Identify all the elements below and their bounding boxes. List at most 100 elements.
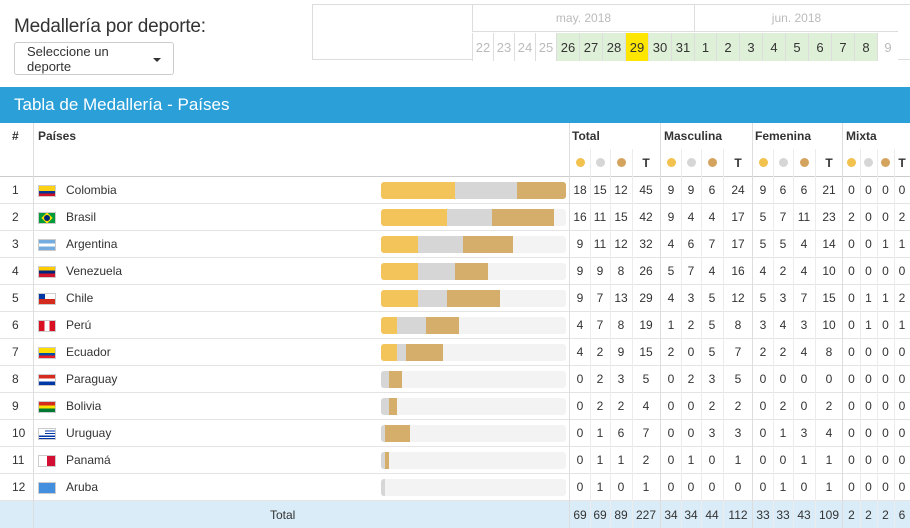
medal-bar-bronze [426, 317, 460, 334]
country-name[interactable]: Perú [66, 318, 92, 332]
calendar-day[interactable]: 26 [556, 33, 579, 61]
calendar-day[interactable]: 9 [877, 33, 898, 61]
total-value: 1 [596, 426, 604, 440]
total-value: 1 [642, 480, 650, 494]
gold-medal-icon [575, 158, 585, 167]
total-value: 9 [617, 345, 625, 359]
country-name[interactable]: Paraguay [66, 372, 118, 386]
calendar-day[interactable]: 27 [579, 33, 602, 61]
col-country-header: Países [38, 129, 77, 143]
medal-bar-gold [381, 290, 418, 307]
table-row[interactable]: 8 Paraguay 0 2 3 5 0 2 3 5 0 0 0 0 0 0 0 0 [0, 366, 910, 393]
total-value: 18 [573, 183, 587, 197]
female-value: 0 [759, 453, 767, 467]
table-row[interactable]: 3 Argentina 9 11 12 32 4 6 7 17 5 5 4 14 0 0 1 1 [0, 231, 910, 258]
total-value: 1 [617, 453, 625, 467]
female-value: 0 [800, 372, 808, 386]
calendar-day[interactable]: 1 [694, 33, 716, 61]
medal-bar-silver [418, 263, 455, 280]
cell-divider [681, 149, 682, 528]
calendar-day: 24 [514, 33, 535, 61]
calendar-day[interactable]: 7 [831, 33, 854, 61]
medal-bar-silver [397, 317, 427, 334]
medal-bar [381, 290, 566, 307]
cell-divider [877, 149, 878, 528]
country-name[interactable]: Argentina [66, 237, 118, 251]
gold-medal-icon [753, 149, 773, 176]
calendar-day[interactable]: 28 [602, 33, 625, 61]
total-value: 0 [576, 399, 584, 413]
country-name[interactable]: Aruba [66, 480, 99, 494]
table-row[interactable]: 9 Bolivia 0 2 2 4 0 0 2 2 0 2 0 2 0 0 0 0 [0, 393, 910, 420]
mixed-value: 0 [882, 183, 889, 197]
male-value: 24 [731, 183, 745, 197]
country-name[interactable]: Panamá [66, 453, 111, 467]
mixed-value: 0 [898, 345, 906, 359]
female-value: 2 [759, 345, 767, 359]
sport-select-dropdown[interactable]: Seleccione un deporte [14, 42, 174, 75]
flag-py-icon [38, 374, 56, 386]
table-row[interactable]: 11 Panamá 0 1 1 2 0 1 0 1 0 0 1 1 0 0 0 0 [0, 447, 910, 474]
country-name[interactable]: Ecuador [66, 345, 111, 359]
female-value: 5 [759, 210, 767, 224]
mixed-value: 0 [898, 480, 906, 494]
female-value: 2 [825, 399, 833, 413]
mixed-value: 0 [882, 345, 889, 359]
silver-medal-icon [864, 158, 873, 167]
bronze-medal-icon [610, 149, 632, 176]
female-value: 0 [800, 399, 808, 413]
calendar-day[interactable]: 6 [808, 33, 831, 61]
cell-divider [815, 149, 816, 528]
mixed-value: 2 [848, 210, 855, 224]
calendar-day[interactable]: 30 [648, 33, 671, 61]
calendar-day[interactable]: 3 [739, 33, 762, 61]
table-row[interactable]: 12 Aruba 0 1 0 1 0 0 0 0 0 1 0 1 0 0 0 0 [0, 474, 910, 501]
male-value: 1 [734, 453, 742, 467]
bronze-medal-icon [707, 158, 717, 167]
medal-bar [381, 344, 566, 361]
table-row[interactable]: 1 Colombia 18 15 12 45 9 9 6 24 9 6 6 21 0 0 0 0 [0, 177, 910, 204]
country-name[interactable]: Colombia [66, 183, 117, 197]
female-value: 2 [779, 399, 787, 413]
table-row[interactable]: 6 Perú 4 7 8 19 1 2 5 8 3 4 3 10 0 1 0 1 [0, 312, 910, 339]
table-row[interactable]: 5 Chile 9 7 13 29 4 3 5 12 5 3 7 15 0 1 1 2 [0, 285, 910, 312]
mixed-value: 0 [865, 453, 872, 467]
male-value: 0 [667, 372, 675, 386]
mixed-value: 0 [898, 372, 906, 386]
female-value: 8 [825, 345, 833, 359]
table-row[interactable]: 4 Venezuela 9 9 8 26 5 7 4 16 4 2 4 10 0 0 0 0 [0, 258, 910, 285]
medal-bar-gold [381, 209, 447, 226]
country-name[interactable]: Chile [66, 291, 94, 305]
country-name[interactable]: Bolivia [66, 399, 102, 413]
mixed-value: 0 [898, 426, 906, 440]
table-row[interactable]: 7 Ecuador 4 2 9 15 2 0 5 7 2 2 4 8 0 0 0 0 [0, 339, 910, 366]
table-row[interactable]: 10 Uruguay 0 1 6 7 0 0 3 3 0 1 3 4 0 0 0 0 [0, 420, 910, 447]
male-value: 0 [667, 399, 675, 413]
calendar-day[interactable]: 31 [671, 33, 694, 61]
country-name[interactable]: Brasil [66, 210, 97, 224]
female-value: 1 [825, 453, 833, 467]
mixed-value: 0 [848, 426, 855, 440]
table-row[interactable]: 2 Brasil 16 11 15 42 9 4 4 17 5 7 11 23 2 0 0 2 [0, 204, 910, 231]
country-name[interactable]: Uruguay [66, 426, 112, 440]
flag-ar-icon [38, 239, 56, 251]
mixed-value: 1 [898, 318, 906, 332]
calendar-day[interactable]: 4 [762, 33, 785, 61]
calendar-day[interactable]: 5 [785, 33, 808, 61]
male-total-value: 112 [728, 508, 748, 522]
mixed-value: 0 [898, 183, 906, 197]
mixed-value: 1 [865, 291, 872, 305]
calendar-day[interactable]: 2 [716, 33, 739, 61]
calendar-day[interactable]: 8 [854, 33, 877, 61]
medal-bar-bronze [463, 236, 513, 253]
silver-medal-icon [778, 158, 788, 167]
total-value: 4 [576, 345, 584, 359]
country-name[interactable]: Venezuela [66, 264, 123, 278]
cell-divider [701, 149, 702, 528]
male-value: 0 [708, 453, 716, 467]
calendar-day[interactable]: 29 [625, 33, 648, 61]
medal-bar-gold [381, 182, 455, 199]
group-header: Total [572, 129, 600, 143]
mixed-value: 0 [882, 399, 889, 413]
mixed-value: 0 [882, 453, 889, 467]
